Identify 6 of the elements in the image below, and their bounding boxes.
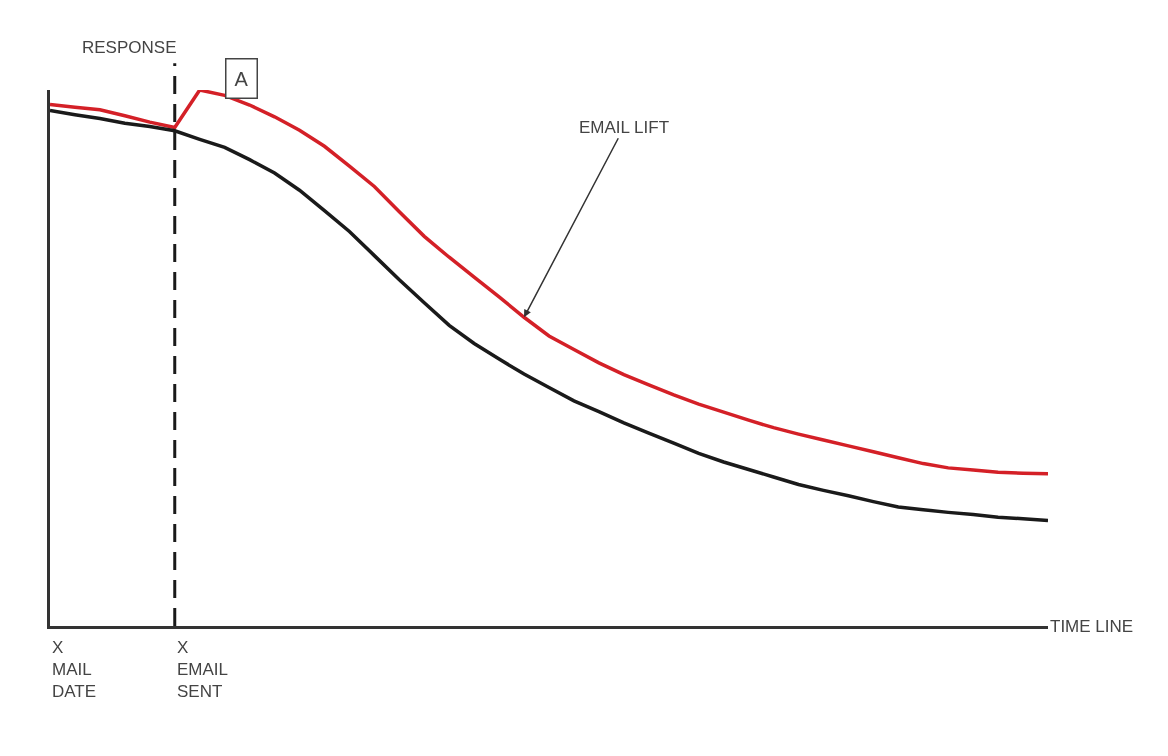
text: X MAIL DATE <box>52 638 97 702</box>
y-axis-title: RESPONSE <box>82 38 177 57</box>
annotation: EMAIL LIFT <box>579 118 670 137</box>
text: A <box>234 67 249 90</box>
x-axis-title: TIME LINE <box>1050 617 1134 636</box>
text: X EMAIL SENT <box>177 638 229 702</box>
